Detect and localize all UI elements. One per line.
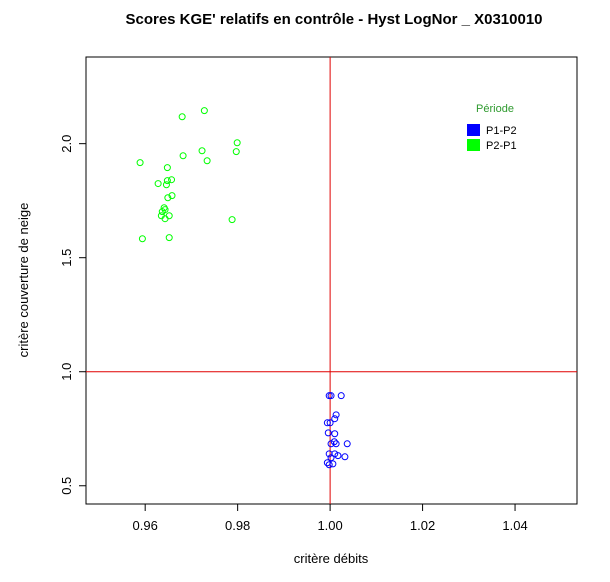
point	[200, 107, 208, 115]
legend-label: P1-P2	[486, 125, 517, 137]
point	[233, 139, 241, 147]
y-tick-label: 2.0	[59, 135, 74, 153]
legend-swatch	[467, 124, 480, 136]
legend-title: Période	[476, 103, 514, 115]
legend-label: P2-P1	[486, 140, 517, 152]
point	[162, 181, 170, 189]
point	[323, 419, 331, 427]
y-tick-label: 0.5	[59, 477, 74, 495]
point	[138, 235, 146, 243]
x-tick-label: 0.98	[225, 518, 250, 533]
point	[341, 453, 349, 461]
point	[161, 215, 169, 223]
point	[168, 192, 176, 200]
point	[179, 152, 187, 160]
point	[178, 113, 186, 121]
plot-frame	[85, 56, 578, 505]
point	[343, 440, 351, 448]
point	[332, 411, 340, 419]
point	[332, 440, 340, 448]
point	[203, 157, 211, 165]
point	[325, 461, 333, 469]
point	[198, 147, 206, 155]
point	[165, 234, 173, 242]
point	[165, 212, 173, 220]
point	[337, 392, 345, 400]
point	[331, 430, 339, 438]
point	[324, 429, 332, 437]
y-tick-label: 1.0	[59, 363, 74, 381]
point	[136, 159, 144, 167]
point	[329, 460, 337, 468]
point	[158, 208, 166, 216]
point	[154, 180, 162, 188]
chart-title: Scores KGE' relatifs en contrôle - Hyst …	[125, 11, 542, 28]
point	[325, 392, 333, 400]
x-tick-label: 1.04	[502, 518, 527, 533]
point	[168, 176, 176, 184]
x-axis-label: critère débits	[294, 551, 369, 566]
point	[164, 194, 172, 202]
point	[331, 415, 339, 423]
point	[327, 454, 335, 462]
point	[232, 148, 240, 156]
point	[327, 392, 335, 400]
x-tick-label: 1.02	[410, 518, 435, 533]
x-tick-label: 1.00	[317, 518, 342, 533]
legend-swatch	[467, 139, 480, 151]
point	[326, 419, 334, 427]
y-tick-label: 1.5	[59, 249, 74, 267]
point	[228, 216, 236, 224]
point	[330, 438, 338, 446]
point	[163, 177, 171, 185]
point	[163, 164, 171, 172]
point	[334, 452, 342, 460]
x-tick-label: 0.96	[133, 518, 158, 533]
y-axis-label: critère couverture de neige	[16, 203, 31, 358]
